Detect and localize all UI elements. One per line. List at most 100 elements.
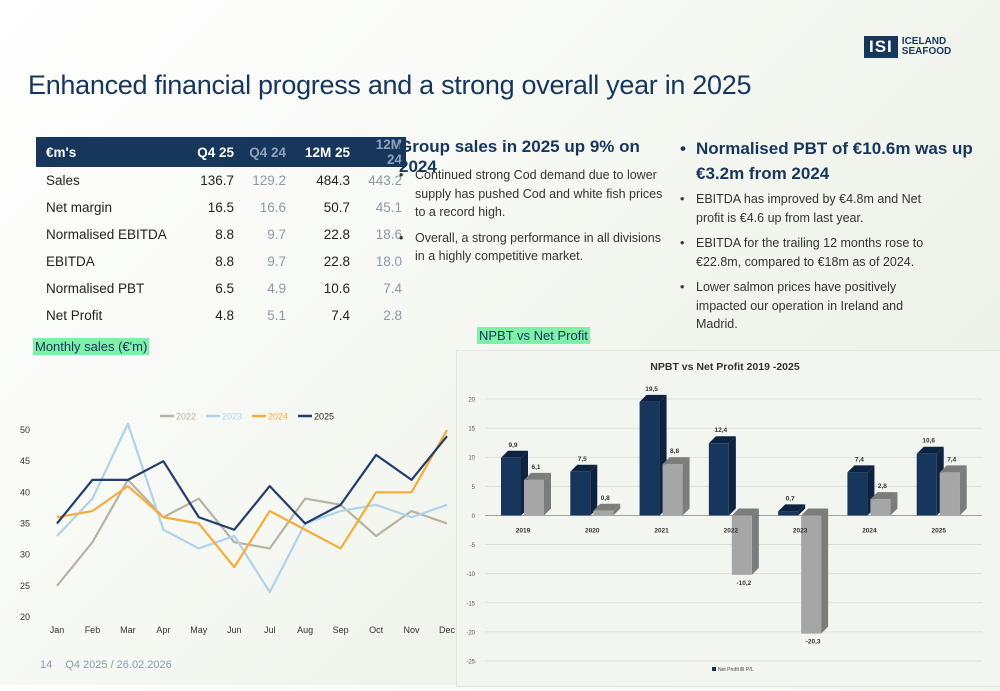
right-heading: Normalised PBT of €10.6m was up €3.2m fr… <box>680 136 986 186</box>
table-cell: 8.8 <box>215 227 234 242</box>
row-label: Sales <box>46 173 80 188</box>
table-cell: 7.4 <box>331 308 350 323</box>
table-cell: 45.1 <box>375 200 402 215</box>
legend-label: 2022 <box>176 412 196 422</box>
y-tick-label: 10 <box>468 456 475 462</box>
x-tick-label: 2025 <box>931 527 946 534</box>
x-tick-label: 2024 <box>862 527 877 534</box>
middle-bullet-list: Continued strong Cod demand due to lower… <box>399 166 667 273</box>
footer: 14 Q4 2025 / 26.02.2026 <box>40 659 182 671</box>
bar-top <box>778 504 806 512</box>
table-row: Net margin 16.5 16.6 50.7 45.1 <box>36 194 406 221</box>
bar-top <box>939 465 967 473</box>
y-tick-label: 15 <box>468 427 475 433</box>
row-label: EBITDA <box>46 254 95 269</box>
table-cell: 22.8 <box>323 254 350 269</box>
bar-Net Profit <box>847 472 868 516</box>
company-logo: ISI ICELAND SEAFOOD <box>864 36 951 58</box>
data-label: 7,4 <box>947 456 956 463</box>
bar-Net Profit <box>708 443 729 516</box>
data-label: 2,8 <box>878 483 887 490</box>
table-row: Net Profit 4.8 5.1 7.4 2.8 <box>36 302 406 329</box>
table-cell: 18.6 <box>375 227 402 242</box>
bar-P/L <box>801 515 822 634</box>
bar-top <box>801 508 829 516</box>
x-tick-label: Feb <box>85 625 101 635</box>
bar-P/L <box>870 499 891 516</box>
bar-Net Profit <box>570 471 591 516</box>
table-body: Sales 136.7 129.2 484.3 443.2 Net margin 16.5 1… <box>36 167 406 329</box>
y-tick-label: 20 <box>20 612 30 622</box>
bar-side <box>959 465 967 516</box>
y-tick-label: 40 <box>20 487 30 497</box>
x-tick-label: Apr <box>156 625 170 635</box>
bar-side <box>544 472 551 516</box>
legend-swatch <box>712 667 716 671</box>
bar-top <box>916 446 944 454</box>
table-cell: 6.5 <box>215 281 234 296</box>
y-tick-label: -20 <box>466 630 475 636</box>
table-cell: 9.7 <box>267 254 286 269</box>
bullet-item: Lower salmon prices have positively impa… <box>680 278 948 334</box>
bar-top <box>847 465 875 473</box>
y-tick-label: -5 <box>470 543 476 549</box>
bar-top <box>570 464 598 472</box>
bar-top <box>662 457 690 465</box>
data-label: 0,8 <box>601 495 610 502</box>
bullet-item: Continued strong Cod demand due to lower… <box>399 166 667 222</box>
bullet-item: Overall, a strong performance in all div… <box>399 229 667 266</box>
y-tick-label: -10 <box>466 572 475 578</box>
npbt-tag: NPBT vs Net Profit <box>477 327 590 344</box>
bar-P/L <box>662 464 683 516</box>
bullet-item: EBITDA for the trailing 12 months rose t… <box>680 234 948 271</box>
table-cell: 16.5 <box>207 200 234 215</box>
y-tick-label: -25 <box>466 660 475 666</box>
bar-top <box>731 508 759 516</box>
x-tick-label: Mar <box>120 625 136 635</box>
monthly-sales-tag: Monthly sales (€'m) <box>33 338 150 355</box>
legend-label: P/L <box>746 667 754 673</box>
bar-side <box>798 504 806 516</box>
table-cell: 8.8 <box>215 254 234 269</box>
x-tick-label: 2022 <box>724 527 739 534</box>
x-tick-label: Dec <box>439 625 456 635</box>
table-row: Normalised PBT 6.5 4.9 10.6 7.4 <box>36 275 406 302</box>
table-row: EBITDA 8.8 9.7 22.8 18.0 <box>36 248 406 275</box>
data-label: 8,8 <box>670 448 679 455</box>
data-label: -10,2 <box>736 580 751 587</box>
slide-title: Enhanced financial progress and a strong… <box>28 70 752 100</box>
table-cell: 443.2 <box>368 173 402 188</box>
npbt-chart-panel: NPBT vs Net Profit 2019 -2025 20 15 10 5 0 -5 -… <box>456 350 1000 687</box>
financial-table: €m's Q4 25 Q4 24 12M 25 12M 24 Sales 136.… <box>36 137 406 329</box>
table-cell: 129.2 <box>252 173 286 188</box>
x-tick-label: Aug <box>297 625 313 635</box>
x-tick-label: May <box>190 625 208 635</box>
table-cell: 2.8 <box>383 308 402 323</box>
bullet-item: EBITDA has improved by €4.8m and Net pro… <box>680 190 948 227</box>
x-tick-label: Jun <box>227 625 242 635</box>
table-header: 12M 24 <box>354 137 406 167</box>
x-tick-label: Sep <box>333 625 349 635</box>
logo-mark: ISI <box>864 36 898 58</box>
table-cell: 136.7 <box>200 173 234 188</box>
series-line-2023 <box>56 422 448 594</box>
footer-text: Q4 2025 / 26.02.2026 <box>65 659 172 671</box>
x-tick-label: Nov <box>404 625 421 635</box>
table-cell: 4.9 <box>267 281 286 296</box>
bar-side <box>751 508 759 575</box>
y-tick-label: 35 <box>20 519 30 529</box>
page-number: 14 <box>40 659 53 671</box>
bar-top <box>524 472 551 480</box>
table-cell: 484.3 <box>316 173 350 188</box>
logo-text: ICELAND SEAFOOD <box>902 37 951 57</box>
table-cell: 16.6 <box>259 200 286 215</box>
bar-side <box>613 503 621 516</box>
right-bullet-list: EBITDA has improved by €4.8m and Net pro… <box>680 190 948 341</box>
series-line-2025 <box>56 435 448 531</box>
row-label: Normalised PBT <box>46 281 145 296</box>
x-tick-label: Oct <box>369 625 384 635</box>
logo-line-1: ICELAND <box>901 36 947 47</box>
row-label: Net margin <box>46 200 113 215</box>
x-tick-label: 2019 <box>516 527 531 534</box>
